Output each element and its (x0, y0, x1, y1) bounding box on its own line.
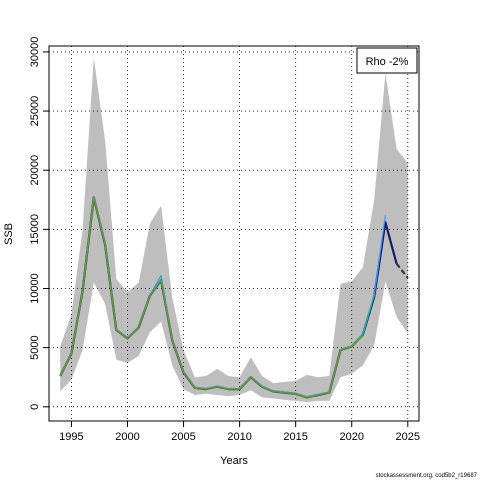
x-tick-label-1995: 1995 (59, 431, 83, 443)
y-tick-label-30000: 30000 (29, 37, 41, 68)
y-tick-label-10000: 10000 (29, 273, 41, 304)
source-text: stockassessment.org, cod5b2_r19687 (376, 473, 478, 479)
series-layer (59, 195, 409, 399)
y-tick-label-0: 0 (29, 404, 41, 410)
y-tick-label-25000: 25000 (29, 96, 41, 127)
legend-text: Rho -2% (366, 56, 409, 68)
x-tick-label-2020: 2020 (339, 431, 363, 443)
x-tick-label-2025: 2025 (396, 431, 420, 443)
y-tick-label-5000: 5000 (29, 335, 41, 359)
projection-line (395, 263, 409, 279)
y-axis-title: SSB (3, 223, 15, 245)
y-tick-label-20000: 20000 (29, 155, 41, 186)
plot-frame (48, 45, 420, 422)
x-axis: 1995 2000 2005 2010 2015 2020 2025 (59, 421, 420, 443)
x-tick-label-2005: 2005 (171, 431, 195, 443)
series-line-4 (59, 196, 364, 399)
y-tick-label-15000: 15000 (29, 214, 41, 245)
x-tick-label-2000: 2000 (115, 431, 139, 443)
y-axis: 0 5000 10000 15000 20000 25000 30000 (29, 37, 49, 410)
x-axis-title: Years (220, 455, 248, 467)
legend-box: Rho -2% (356, 47, 418, 74)
confidence-band-layer (60, 57, 408, 403)
x-tick-label-2015: 2015 (283, 431, 307, 443)
x-tick-label-2010: 2010 (227, 431, 251, 443)
confidence-band (60, 57, 408, 403)
legend-frame (356, 47, 418, 74)
